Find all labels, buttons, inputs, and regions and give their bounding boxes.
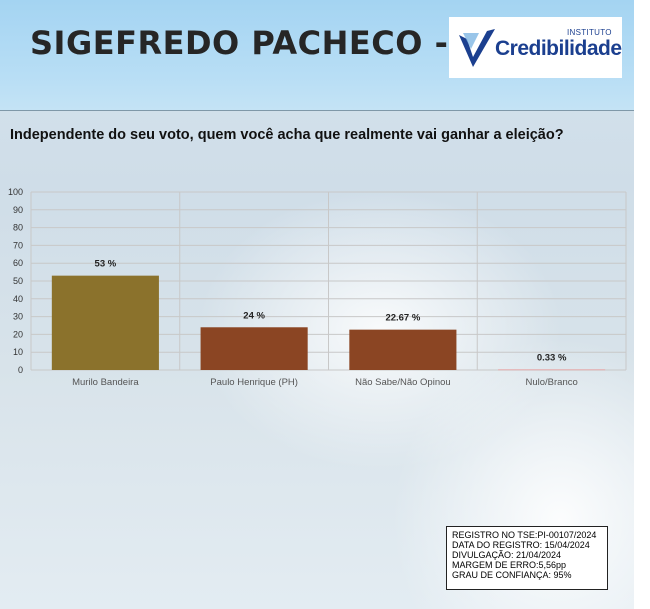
page-title: SIGEFREDO PACHECO - PI [30,24,497,62]
institute-logo: INSTITUTO Credibilidade [449,17,622,78]
y-tick-label: 20 [13,329,23,339]
logo-name: Credibilidade [495,37,622,60]
logo-subtitle: INSTITUTO [567,28,612,37]
y-tick-label: 10 [13,347,23,357]
x-tick-label: Nulo/Branco [525,377,577,388]
bar-chart: 0 10 20 30 40 50 60 70 80 90 100 53 % Murilo Bandeir… [8,187,627,388]
bar [51,275,159,370]
checkmark-logo-icon [459,29,495,67]
y-tick-label: 40 [13,294,23,304]
y-tick-label: 100 [8,187,23,197]
data-label: 53 % [95,259,117,270]
y-tick-label: 0 [18,365,23,375]
survey-question: Independente do seu voto, quem você acha… [10,127,564,143]
y-tick-label: 50 [13,276,23,286]
bar [349,329,457,370]
registro-line: DATA DO REGISTRO: 15/04/2024 [452,540,590,550]
y-tick-label: 90 [13,205,23,215]
bar [498,369,606,371]
x-tick-label: Não Sabe/Não Opinou [355,377,451,388]
y-tick-label: 80 [13,223,23,233]
x-tick-label: Murilo Bandeira [72,377,139,388]
registration-box: REGISTRO NO TSE:PI-00107/2024 DATA DO RE… [446,526,608,590]
data-label: 24 % [243,310,265,321]
registro-line: GRAU DE CONFIANÇA: 95% [452,570,572,580]
data-label: 22.67 % [385,313,420,324]
bar [200,327,308,370]
y-tick-label: 70 [13,240,23,250]
y-tick-label: 30 [13,312,23,322]
registro-line: MARGEM DE ERRO:5,56pp [452,560,567,570]
registro-line: REGISTRO NO TSE:PI-00107/2024 [452,530,597,540]
y-tick-label: 60 [13,258,23,268]
header-banner: SIGEFREDO PACHECO - PI INSTITUTO Credibi… [0,0,634,111]
poll-infographic: SIGEFREDO PACHECO - PI INSTITUTO Credibi… [0,0,634,609]
registro-line: DIVULGAÇÃO: 21/04/2024 [452,550,562,560]
x-tick-label: Paulo Henrique (PH) [210,377,298,388]
data-label: 0.33 % [537,352,567,363]
